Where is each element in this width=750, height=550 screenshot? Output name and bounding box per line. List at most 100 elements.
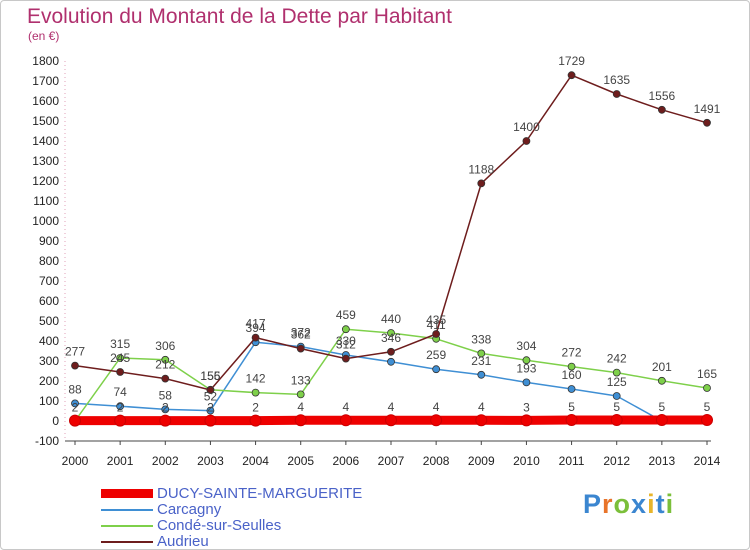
data-label-carcagny: 160	[562, 368, 582, 382]
data-label-ducy-sainte-marguerite: 2	[117, 401, 124, 415]
data-point-carcagny	[612, 392, 621, 400]
data-point-ducy-sainte-marguerite	[610, 414, 623, 426]
y-tick-label: 200	[39, 374, 59, 388]
y-tick-label: 500	[39, 314, 59, 328]
data-point-conde-sur-seulles	[567, 362, 576, 371]
data-label-ducy-sainte-marguerite: 2	[72, 401, 79, 415]
data-label-ducy-sainte-marguerite: 2	[207, 401, 214, 415]
data-label-audrieu: 417	[246, 317, 266, 331]
y-tick-label: 1000	[32, 214, 59, 228]
data-label-carcagny: 74	[113, 385, 127, 399]
data-point-carcagny	[567, 385, 576, 393]
data-label-audrieu: 1188	[468, 162, 494, 176]
data-label-audrieu: 212	[155, 358, 175, 372]
legend-swatch	[101, 509, 153, 511]
data-label-conde-sur-seulles: 440	[381, 312, 401, 326]
data-label-ducy-sainte-marguerite: 4	[433, 400, 440, 414]
data-point-conde-sur-seulles	[251, 388, 260, 397]
data-label-audrieu: 346	[381, 331, 401, 345]
data-label-audrieu: 312	[336, 338, 356, 352]
x-tick-label: 2000	[62, 454, 89, 468]
logo-letter: i	[665, 489, 675, 519]
legend-swatch	[101, 525, 153, 527]
data-label-carcagny: 193	[516, 361, 536, 375]
chart-unit-label: (en €)	[28, 29, 60, 43]
data-point-ducy-sainte-marguerite	[339, 414, 352, 427]
data-label-conde-sur-seulles: 156	[200, 369, 220, 383]
y-axis-ticks: -100 0 100 200 300 400 500 600 700 800 900 1000 1100…	[32, 54, 59, 448]
data-label-audrieu: 362	[291, 328, 311, 342]
data-label-ducy-sainte-marguerite: 4	[343, 400, 350, 414]
data-point-conde-sur-seulles	[161, 355, 170, 364]
y-tick-label: 100	[39, 394, 59, 408]
x-tick-label: 2011	[559, 454, 585, 468]
legend-label: Condé-sur-Seulles	[157, 517, 282, 534]
logo-letter: x	[631, 489, 648, 519]
data-label-conde-sur-seulles: 411	[427, 318, 446, 332]
y-tick-label: 800	[39, 254, 59, 268]
logo-letter: t	[655, 489, 666, 519]
y-tick-label: 700	[39, 274, 59, 288]
data-label-ducy-sainte-marguerite: 5	[704, 400, 711, 414]
data-point-audrieu	[522, 137, 531, 145]
y-tick-label: 400	[39, 334, 59, 348]
y-tick-label: 600	[39, 294, 59, 308]
logo-letter: o	[613, 489, 632, 519]
data-point-conde-sur-seulles	[296, 390, 305, 399]
legend-label: DUCY-SAINTE-MARGUERITE	[157, 485, 363, 502]
data-point-audrieu	[296, 344, 305, 353]
x-tick-label: 2012	[603, 454, 630, 468]
y-tick-label: 300	[39, 354, 59, 368]
data-point-carcagny	[116, 402, 125, 411]
chart-axes	[64, 61, 711, 442]
x-tick-label: 2010	[513, 454, 540, 468]
data-point-ducy-sainte-marguerite	[249, 414, 262, 427]
data-point-carcagny	[477, 370, 486, 379]
logo-letter: r	[602, 489, 614, 519]
data-point-ducy-sainte-marguerite	[294, 414, 307, 427]
data-label-conde-sur-seulles: 272	[562, 346, 582, 360]
data-label-carcagny: 259	[426, 348, 446, 362]
data-label-carcagny: 125	[607, 375, 627, 389]
data-point-audrieu	[657, 105, 666, 114]
data-label-carcagny: 88	[68, 382, 82, 396]
data-point-audrieu	[161, 374, 170, 383]
data-point-carcagny	[206, 406, 215, 415]
y-tick-label: 1500	[32, 114, 59, 128]
data-label-audrieu: 1400	[513, 120, 540, 134]
data-label-conde-sur-seulles: 459	[336, 308, 356, 322]
data-label-ducy-sainte-marguerite: 3	[523, 400, 530, 414]
data-label-carcagny: 58	[159, 388, 173, 402]
x-tick-label: 2005	[287, 454, 314, 468]
x-tick-label: 2003	[197, 454, 224, 468]
data-label-conde-sur-seulles: 304	[516, 339, 536, 353]
data-point-audrieu	[432, 330, 441, 338]
data-point-audrieu	[567, 71, 576, 80]
data-point-conde-sur-seulles	[612, 368, 621, 377]
data-point-ducy-sainte-marguerite	[565, 414, 578, 426]
x-tick-label: 2007	[378, 454, 405, 468]
data-point-ducy-sainte-marguerite	[701, 414, 713, 426]
legend-item-carcagny: Carcagny	[101, 501, 421, 518]
data-point-audrieu	[116, 368, 125, 376]
data-point-conde-sur-seulles	[477, 349, 486, 358]
data-label-audrieu: 245	[110, 351, 130, 365]
data-point-ducy-sainte-marguerite	[159, 414, 172, 427]
data-label-ducy-sainte-marguerite: 4	[297, 400, 304, 414]
legend-label: Audrieu	[157, 533, 209, 550]
data-point-ducy-sainte-marguerite	[204, 414, 217, 427]
data-point-ducy-sainte-marguerite	[69, 414, 81, 427]
y-tick-label: 900	[39, 234, 59, 248]
legend-swatch	[101, 541, 153, 543]
data-label-carcagny: 394	[246, 321, 266, 335]
x-axis-ticks: 2000 2001 2002 2003 2004 2005 2006 2007 2008 2009…	[62, 441, 721, 468]
data-label-carcagny: 231	[471, 354, 491, 368]
y-tick-label: -100	[35, 434, 59, 448]
data-point-conde-sur-seulles	[341, 325, 350, 334]
legend-item-conde-sur-seulles: Condé-sur-Seulles	[101, 517, 421, 534]
data-point-conde-sur-seulles	[657, 376, 666, 385]
x-tick-label: 2004	[242, 454, 269, 468]
data-point-ducy-sainte-marguerite	[475, 414, 488, 427]
